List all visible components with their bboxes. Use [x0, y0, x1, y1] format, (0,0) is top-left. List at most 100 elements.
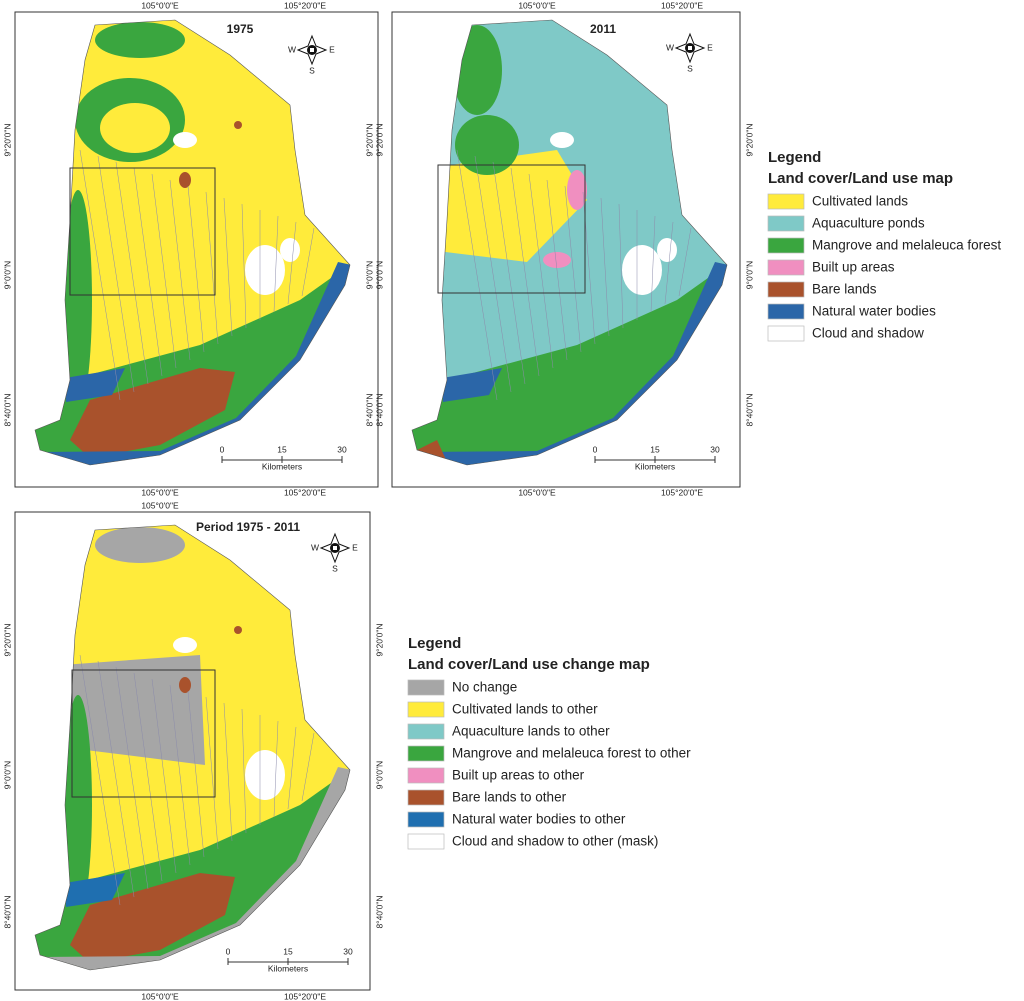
latitude-label: 9°0'0"N — [2, 761, 12, 789]
canal — [287, 726, 297, 810]
canal — [564, 185, 582, 353]
land-patch — [95, 22, 185, 58]
legend-swatch — [407, 701, 445, 718]
land-patch — [64, 695, 92, 915]
study-inset — [69, 167, 216, 296]
latitude-label: 8°40'0"N — [744, 393, 754, 426]
canal — [97, 660, 135, 898]
canal — [133, 167, 163, 377]
canal — [600, 197, 610, 337]
latitude-label: 9°0'0"N — [364, 261, 374, 289]
latitude-label: 9°20'0"N — [374, 623, 384, 656]
canal — [492, 161, 526, 385]
latitude-label: 9°0'0"N — [744, 261, 754, 289]
legend-swatch — [407, 679, 445, 696]
canal — [456, 149, 498, 401]
legend-swatch — [407, 723, 445, 740]
latitude-label: 8°40'0"N — [2, 895, 12, 928]
longitude-label: 105°20'0"E — [661, 487, 703, 497]
land-patch — [179, 172, 191, 188]
coast — [34, 524, 351, 971]
canal — [115, 666, 149, 890]
canal — [79, 654, 121, 906]
latitude-label: 8°40'0"N — [374, 895, 384, 928]
compass-letter: W — [288, 44, 296, 54]
compass-letter: E — [707, 42, 713, 52]
land-patch — [455, 115, 519, 175]
land-patch — [70, 368, 235, 458]
canal — [169, 179, 191, 361]
scale-label: 0 — [593, 444, 598, 454]
longitude-label: 105°20'0"E — [284, 487, 326, 497]
land-patch — [40, 262, 350, 465]
compass-letter: W — [311, 542, 319, 552]
map-title: Period 1975 - 2011 — [196, 520, 300, 534]
canal — [650, 215, 656, 313]
legend-label: Aquaculture ponds — [812, 216, 925, 231]
canal — [287, 221, 297, 305]
latitude-label: 9°20'0"N — [2, 623, 12, 656]
longitude-label: 105°20'0"E — [284, 0, 326, 10]
legend-label: Built up areas to other — [452, 768, 585, 783]
longitude-label: 105°20'0"E — [284, 991, 326, 1001]
scale-label: 0 — [220, 444, 225, 454]
land-patch — [64, 190, 92, 410]
scale-unit: Kilometers — [262, 461, 302, 471]
compass-center-mark — [333, 546, 337, 550]
scale-label: 15 — [650, 444, 660, 454]
legend-label: Mangrove and melaleuca forest — [812, 238, 1001, 253]
legend-swatch — [767, 325, 805, 342]
canal — [301, 227, 315, 297]
canal — [205, 191, 219, 345]
canal — [241, 203, 247, 329]
land-patch — [280, 238, 300, 262]
compass-center-mark — [688, 46, 692, 50]
map-area — [35, 20, 350, 465]
canal — [79, 149, 121, 401]
land-patch — [95, 527, 185, 563]
legend-swatch — [407, 789, 445, 806]
latitude-label: 9°20'0"N — [2, 123, 12, 156]
land-patch — [40, 767, 350, 970]
map-area — [35, 525, 350, 970]
compass-center-mark — [310, 48, 314, 52]
canal — [678, 227, 692, 297]
longitude-label: 105°0'0"E — [141, 0, 179, 10]
legend-label: Bare lands to other — [452, 790, 567, 805]
canal — [528, 173, 554, 369]
coast — [34, 19, 351, 466]
legend-label: Bare lands — [812, 282, 877, 297]
scale-label: 30 — [710, 444, 720, 454]
latitude-label: 9°0'0"N — [374, 261, 384, 289]
canal — [664, 221, 674, 305]
legend-swatch — [407, 833, 445, 850]
latitude-label: 9°20'0"N — [364, 123, 374, 156]
land-patch — [417, 262, 727, 465]
land-patch — [657, 238, 677, 262]
legend-swatch — [767, 215, 805, 232]
canal — [187, 185, 205, 353]
legend-label: Cloud and shadow — [812, 326, 924, 341]
canal — [205, 696, 219, 850]
compass-letter: S — [332, 563, 338, 573]
map-area — [412, 20, 727, 465]
scale-label: 0 — [226, 946, 231, 956]
canal — [546, 179, 568, 361]
land-patch — [429, 150, 587, 262]
land-patch — [622, 245, 662, 295]
canal — [474, 155, 512, 393]
scale-label: 30 — [337, 444, 347, 454]
land-patch — [245, 245, 285, 295]
compass-letter: E — [352, 542, 358, 552]
land-patch — [70, 873, 235, 963]
canal — [223, 197, 233, 337]
canal — [618, 203, 624, 329]
compass-letter: S — [687, 63, 693, 73]
land-patch — [234, 626, 242, 634]
longitude-label: 105°0'0"E — [141, 500, 179, 510]
scale-label: 15 — [277, 444, 287, 454]
legend-swatch — [767, 303, 805, 320]
legend-title: Land cover/Land use map — [768, 170, 953, 187]
scale-label: 30 — [343, 946, 353, 956]
